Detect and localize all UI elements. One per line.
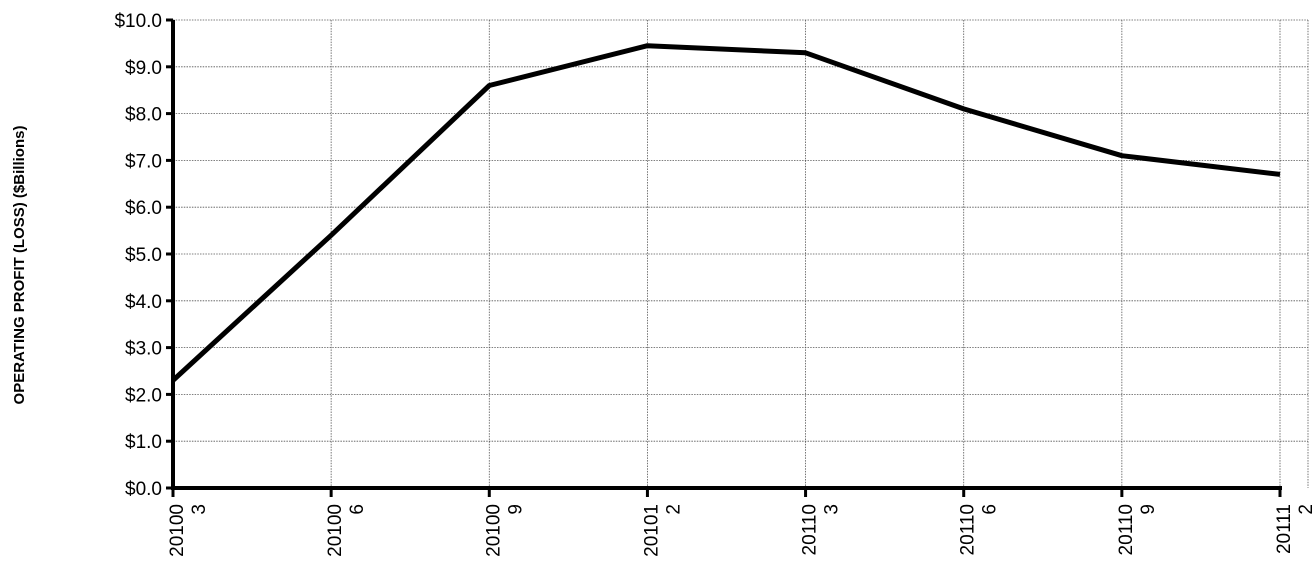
y-tick-label: $10.0 xyxy=(114,11,162,32)
x-tick-label-line: 3 xyxy=(189,504,210,515)
y-axis-label: OPERATING PROFIT (LOSS) ($Billions) xyxy=(11,126,28,405)
x-tick-label-line: 20100 xyxy=(483,504,504,557)
x-tick-label-line: 20110 xyxy=(958,504,979,555)
x-tick-label-line: 20110 xyxy=(1116,504,1137,555)
x-tick-label-line: 2 xyxy=(1296,504,1314,515)
x-tick-label-line: 3 xyxy=(822,504,843,515)
y-tick-label: $1.0 xyxy=(125,432,162,453)
x-tick-label-line: 9 xyxy=(1138,504,1159,515)
y-tick-label: $8.0 xyxy=(125,105,162,126)
series-line xyxy=(171,43,1281,383)
x-tick-label-line: 20111 xyxy=(1274,504,1295,554)
x-tick-label-line: 20100 xyxy=(325,504,346,557)
y-tick-label: $5.0 xyxy=(125,245,162,266)
x-tick-label-group: 20110 6 xyxy=(958,504,1001,555)
x-axis-ticks: 20100 3 20100 6 20100 9 20101 2 20110 3 20110 6 2011… xyxy=(167,488,1314,557)
x-tick-label-group: 20110 3 xyxy=(800,504,843,555)
x-tick-label-line: 6 xyxy=(347,504,368,515)
y-axis-ticks: $0.0 $1.0 $2.0 $3.0 $4.0 $5.0 $6.0 $7.0 $8.0 $9.0… xyxy=(114,11,173,500)
x-tick-label-line: 2 xyxy=(663,504,684,515)
x-tick-label-line: 9 xyxy=(505,504,526,515)
x-tick-label-group: 20100 6 xyxy=(325,504,368,557)
x-tick-label-group: 20100 9 xyxy=(483,504,526,557)
x-tick-label-line: 6 xyxy=(980,504,1001,515)
x-tick-label-group: 201112 xyxy=(1274,504,1314,554)
y-tick-label: $3.0 xyxy=(125,339,162,360)
y-tick-label: $2.0 xyxy=(125,385,162,406)
x-tick-label-group: 20110 9 xyxy=(1116,504,1159,555)
x-tick-label-line: 20110 xyxy=(800,504,821,555)
x-tick-label-line: 20101 xyxy=(641,504,662,557)
y-tick-label: $6.0 xyxy=(125,198,162,219)
x-tick-label-line: 20100 xyxy=(167,504,188,557)
y-tick-label: $0.0 xyxy=(125,479,162,500)
y-tick-label: $7.0 xyxy=(125,151,162,172)
y-tick-label: $9.0 xyxy=(125,58,162,79)
x-tick-label-group: 20100 3 xyxy=(167,504,210,557)
y-tick-label: $4.0 xyxy=(125,292,162,313)
x-tick-label-group: 20101 2 xyxy=(641,504,684,557)
